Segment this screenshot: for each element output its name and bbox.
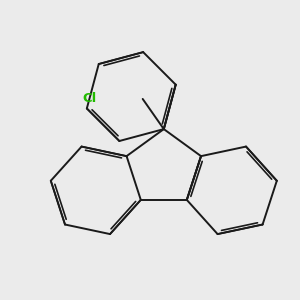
- Text: Cl: Cl: [82, 92, 96, 105]
